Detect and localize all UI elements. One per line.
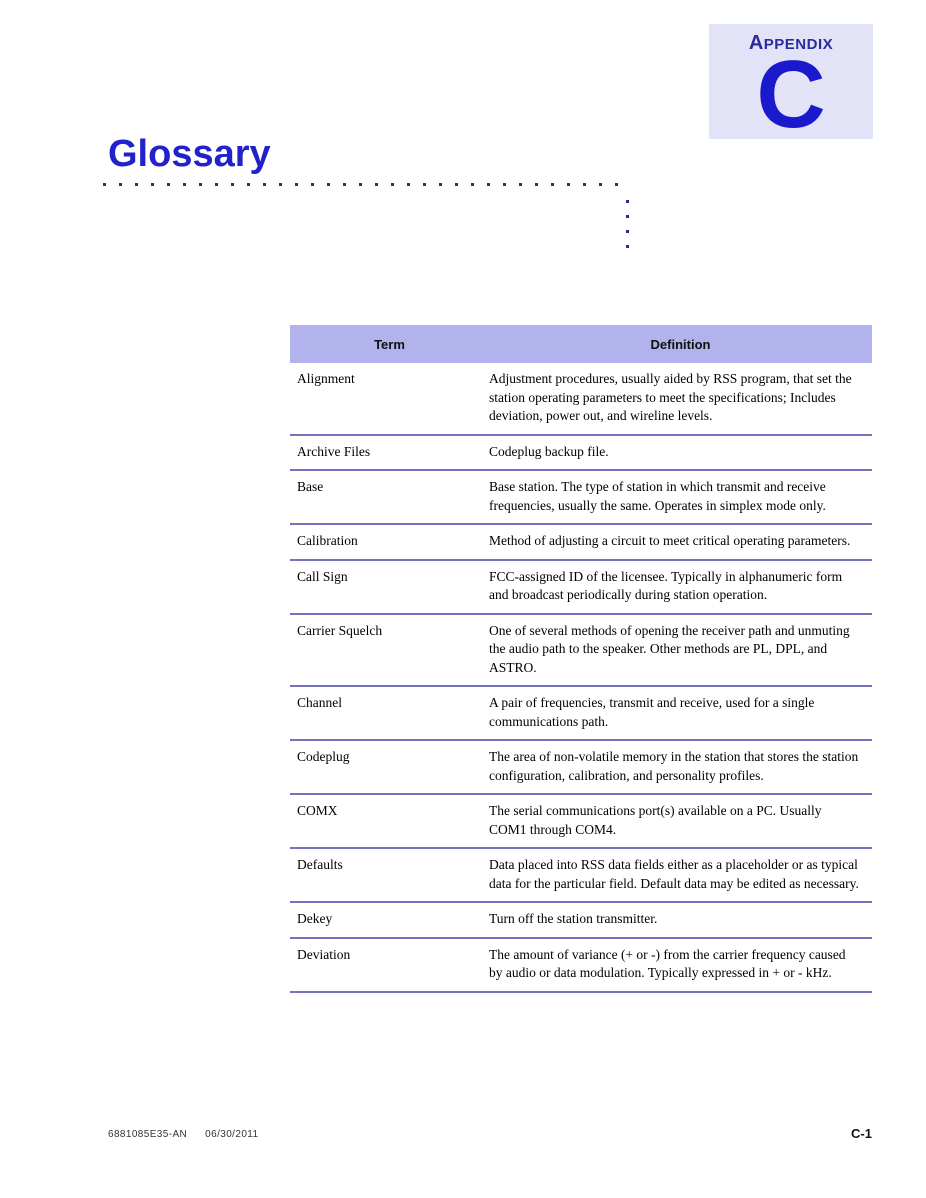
term-cell: Dekey bbox=[297, 911, 333, 926]
definition-cell: The serial communications port(s) availa… bbox=[489, 803, 822, 837]
definition-cell: One of several methods of opening the re… bbox=[489, 622, 850, 675]
page-title: Glossary bbox=[108, 133, 271, 175]
appendix-label: APPENDIX bbox=[748, 32, 834, 54]
column-header-definition: Definition bbox=[489, 325, 872, 363]
dotted-rule-horizontal bbox=[103, 183, 631, 186]
column-header-term: Term bbox=[290, 325, 489, 363]
appendix-box: APPENDIX C bbox=[709, 24, 873, 143]
table-row: Alignment Adjustment procedures, usually … bbox=[290, 363, 872, 435]
definition-cell: Method of adjusting a circuit to meet cr… bbox=[489, 533, 851, 548]
term-cell: Base bbox=[297, 479, 324, 494]
definition-cell: Data placed into RSS data fields either … bbox=[489, 857, 859, 891]
term-cell: Defaults bbox=[297, 857, 343, 872]
definition-cell: Codeplug backup file. bbox=[489, 443, 609, 459]
definition-cell: Base station. The type of station in whi… bbox=[489, 479, 826, 513]
dotted-rule-vertical bbox=[626, 200, 629, 251]
table-row: Channel A pair of frequencies, transmit a… bbox=[290, 686, 872, 740]
glossary-table-body: Alignment Adjustment procedures, usually … bbox=[290, 363, 872, 992]
footer-doc-info: 6881085E35-AN 06/30/2011 bbox=[108, 1129, 258, 1140]
glossary-table-header: Term Definition bbox=[290, 325, 872, 363]
footer-date: 06/30/2011 bbox=[205, 1129, 259, 1140]
term-cell: Deviation bbox=[297, 946, 351, 962]
term-cell: Codeplug bbox=[297, 749, 350, 764]
definition-cell: Turn off the station transmitter. bbox=[489, 911, 658, 926]
definition-cell: The amount of variance (+ or -) from the… bbox=[489, 946, 846, 981]
table-row: Deviation The amount of variance (+ or -)… bbox=[290, 938, 872, 992]
table-row: Calibration Method of adjusting a circuit… bbox=[290, 524, 872, 560]
table-row: Carrier Squelch One of several methods of… bbox=[290, 614, 872, 686]
appendix-letter: C bbox=[756, 41, 826, 148]
table-row: Dekey Turn off the station transmitter. bbox=[290, 902, 872, 938]
table-row: Archive Files Codeplug backup file. bbox=[290, 435, 872, 470]
term-cell: Calibration bbox=[297, 533, 358, 548]
term-cell: Call Sign bbox=[297, 568, 348, 584]
footer-doc-number: 6881085E35-AN bbox=[108, 1129, 188, 1140]
page-number: C-1 bbox=[851, 1126, 872, 1141]
definition-cell: FCC-assigned ID of the licensee. Typical… bbox=[489, 568, 843, 603]
table-row: Base Base station. The type of station in… bbox=[290, 470, 872, 524]
term-cell: Channel bbox=[297, 695, 342, 710]
table-row: Call Sign FCC-assigned ID of the licensee… bbox=[290, 560, 872, 614]
definition-cell: Adjustment procedures, usually aided by … bbox=[489, 371, 852, 423]
definition-cell: The area of non-volatile memory in the s… bbox=[489, 749, 859, 783]
term-cell: Carrier Squelch bbox=[297, 622, 383, 638]
glossary-table: Term Definition Alignment Adjustment proc… bbox=[290, 325, 872, 993]
table-row: COMX The serial communications port(s) av… bbox=[290, 794, 872, 848]
table-row: Codeplug The area of non-volatile memory … bbox=[290, 740, 872, 794]
header-row: Term Definition bbox=[290, 325, 872, 363]
definition-cell: A pair of frequencies, transmit and rece… bbox=[489, 695, 815, 729]
term-cell: COMX bbox=[297, 803, 338, 818]
term-cell: Alignment bbox=[297, 371, 355, 386]
table-row: Defaults Data placed into RSS data fields… bbox=[290, 848, 872, 902]
term-cell: Archive Files bbox=[297, 443, 371, 459]
